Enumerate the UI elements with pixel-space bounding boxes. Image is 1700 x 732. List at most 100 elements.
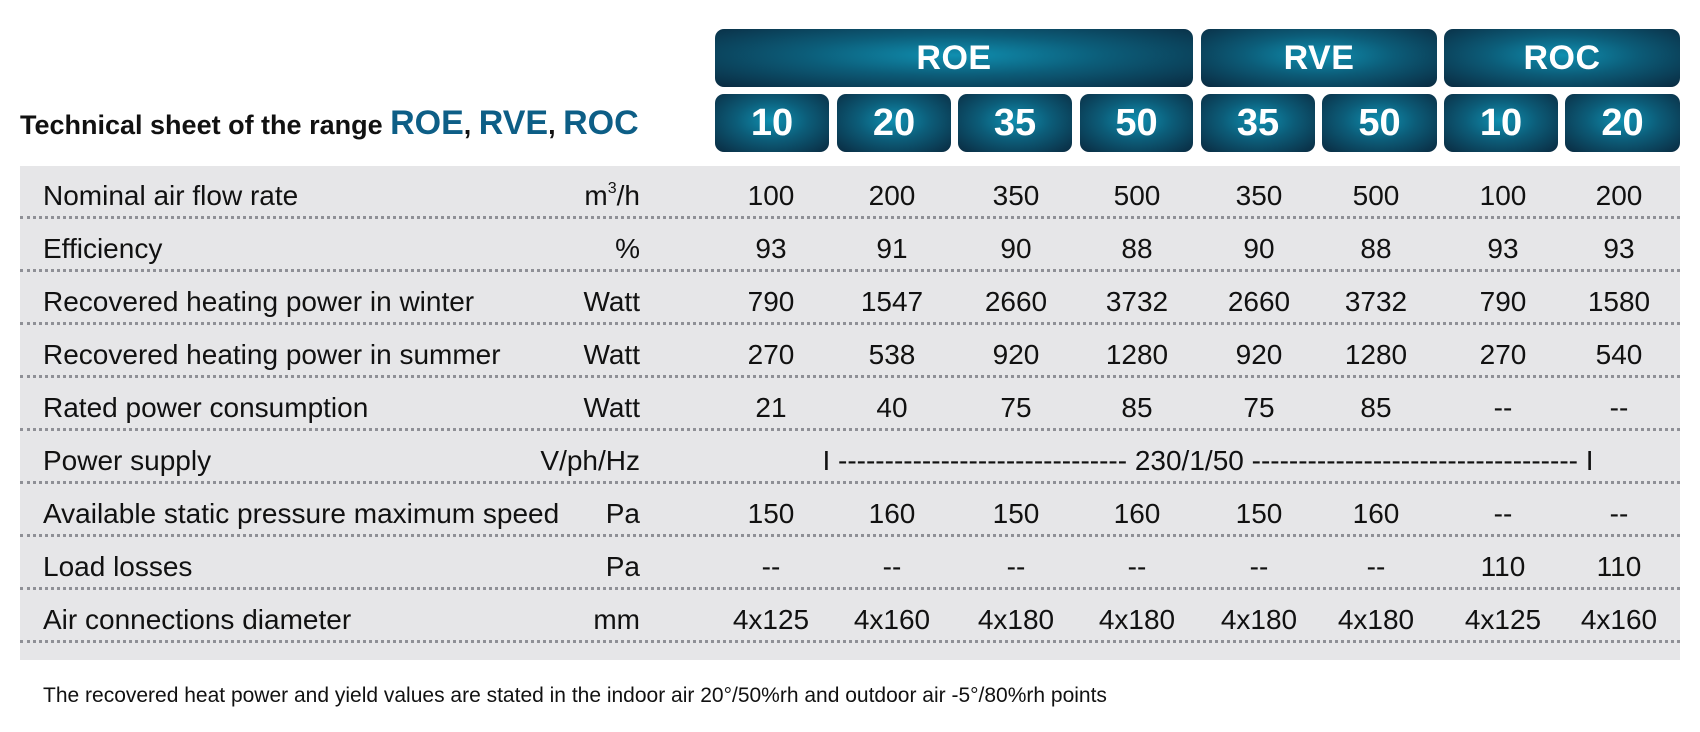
footnote: The recovered heat power and yield value… <box>43 684 1107 707</box>
value-cell: 75 <box>1000 392 1032 423</box>
value-cell: 160 <box>1113 498 1161 529</box>
value-cell: 2660 <box>1227 286 1291 317</box>
value-cell: 88 <box>1360 233 1392 264</box>
row-label: Recovered heating power in winter <box>43 286 475 317</box>
value-cell: 85 <box>1121 392 1153 423</box>
value-cell: 40 <box>876 392 908 423</box>
value-cell: 150 <box>992 498 1040 529</box>
table-row: Recovered heating power in summer Watt 2… <box>20 325 1680 378</box>
value-cell: -- <box>1006 551 1026 582</box>
row-unit: V/ph/Hz <box>540 445 640 476</box>
title-separator: , <box>548 110 564 140</box>
row-unit: Watt <box>583 339 640 370</box>
model-header-roc-10: 10 <box>1444 94 1558 152</box>
value-cell: 4x160 <box>853 604 931 635</box>
value-cell: 160 <box>868 498 916 529</box>
row-unit: m3/h <box>584 179 640 211</box>
value-cell: 1580 <box>1587 286 1651 317</box>
value-cell: 21 <box>755 392 787 423</box>
value-cell: 4x160 <box>1580 604 1658 635</box>
title-brand-roe: ROE <box>390 104 464 142</box>
title-brand-roc: ROC <box>563 104 639 142</box>
value-cell: 75 <box>1243 392 1275 423</box>
group-header-roc: ROC <box>1444 29 1680 87</box>
model-header-roc-20: 20 <box>1565 94 1680 152</box>
value-cell: 500 <box>1352 180 1400 211</box>
spec-table <box>20 166 1680 660</box>
value-cell: 500 <box>1113 180 1161 211</box>
value-cell: 150 <box>747 498 795 529</box>
value-cell: 150 <box>1235 498 1283 529</box>
value-cell: 4x125 <box>732 604 810 635</box>
power-supply-span: I ------------------------------- 230/1/… <box>822 445 1594 476</box>
value-cell: -- <box>1609 392 1629 423</box>
value-cell: 90 <box>1243 233 1275 264</box>
row-unit: % <box>615 233 640 264</box>
value-cell: 540 <box>1595 339 1643 370</box>
row-label: Nominal air flow rate <box>43 180 299 211</box>
row-label: Recovered heating power in summer <box>43 339 501 370</box>
model-header-roe-20: 20 <box>837 94 951 152</box>
value-cell: 350 <box>992 180 1040 211</box>
model-header-rve-50: 50 <box>1322 94 1437 152</box>
value-cell: 200 <box>1595 180 1643 211</box>
row-label: Available static pressure maximum speed <box>43 498 560 529</box>
value-cell: 270 <box>1479 339 1527 370</box>
row-label: Load losses <box>43 551 193 582</box>
value-cell: -- <box>1493 498 1513 529</box>
value-cell: 93 <box>1487 233 1519 264</box>
value-cell: 93 <box>755 233 787 264</box>
value-cell: 4x125 <box>1464 604 1542 635</box>
table-row: Load losses Pa -- -- -- -- -- -- 110 110 <box>20 537 1680 590</box>
value-cell: 88 <box>1121 233 1153 264</box>
value-cell: 1547 <box>860 286 924 317</box>
value-cell: -- <box>1127 551 1147 582</box>
value-cell: 110 <box>1480 551 1526 582</box>
row-label: Rated power consumption <box>43 392 369 423</box>
value-cell: 790 <box>747 286 795 317</box>
row-unit: mm <box>593 604 640 635</box>
table-row: Efficiency % 93 91 90 88 90 88 93 93 <box>20 219 1680 272</box>
value-cell: 790 <box>1479 286 1527 317</box>
value-cell: -- <box>1366 551 1386 582</box>
value-cell: 270 <box>747 339 795 370</box>
value-cell: 93 <box>1603 233 1635 264</box>
value-cell: -- <box>761 551 781 582</box>
value-cell: -- <box>1609 498 1629 529</box>
row-unit: Watt <box>583 392 640 423</box>
value-cell: 3732 <box>1105 286 1169 317</box>
value-cell: 2660 <box>984 286 1048 317</box>
value-cell: 920 <box>1235 339 1283 370</box>
value-cell: 4x180 <box>977 604 1055 635</box>
value-cell: 100 <box>747 180 795 211</box>
title-brand-rve: RVE <box>478 104 549 142</box>
value-cell: 1280 <box>1105 339 1169 370</box>
value-cell: -- <box>882 551 902 582</box>
value-cell: 538 <box>868 339 916 370</box>
row-unit: Watt <box>583 286 640 317</box>
value-cell: 3732 <box>1344 286 1408 317</box>
title-prefix: Technical sheet of the range <box>20 110 391 140</box>
table-row: Rated power consumption Watt 21 40 75 85… <box>20 378 1680 431</box>
model-header-roe-50: 50 <box>1080 94 1193 152</box>
value-cell: 350 <box>1235 180 1283 211</box>
table-row: Available static pressure maximum speed … <box>20 484 1680 537</box>
model-header-roe-35: 35 <box>958 94 1072 152</box>
group-header-roe: ROE <box>715 29 1193 87</box>
title-separator: , <box>463 110 479 140</box>
row-unit: Pa <box>605 498 640 529</box>
model-header-rve-35: 35 <box>1201 94 1315 152</box>
row-label: Power supply <box>43 445 212 476</box>
value-cell: 200 <box>868 180 916 211</box>
row-unit: Pa <box>605 551 640 582</box>
value-cell: -- <box>1493 392 1513 423</box>
table-row: Recovered heating power in winter Watt 7… <box>20 272 1680 325</box>
model-header-roe-10: 10 <box>715 94 829 152</box>
value-cell: 100 <box>1479 180 1527 211</box>
table-row: Power supply V/ph/Hz I -----------------… <box>20 431 1680 484</box>
value-cell: -- <box>1249 551 1269 582</box>
group-header-rve: RVE <box>1201 29 1437 87</box>
value-cell: 4x180 <box>1098 604 1176 635</box>
value-cell: 90 <box>1000 233 1032 264</box>
value-cell: 920 <box>992 339 1040 370</box>
